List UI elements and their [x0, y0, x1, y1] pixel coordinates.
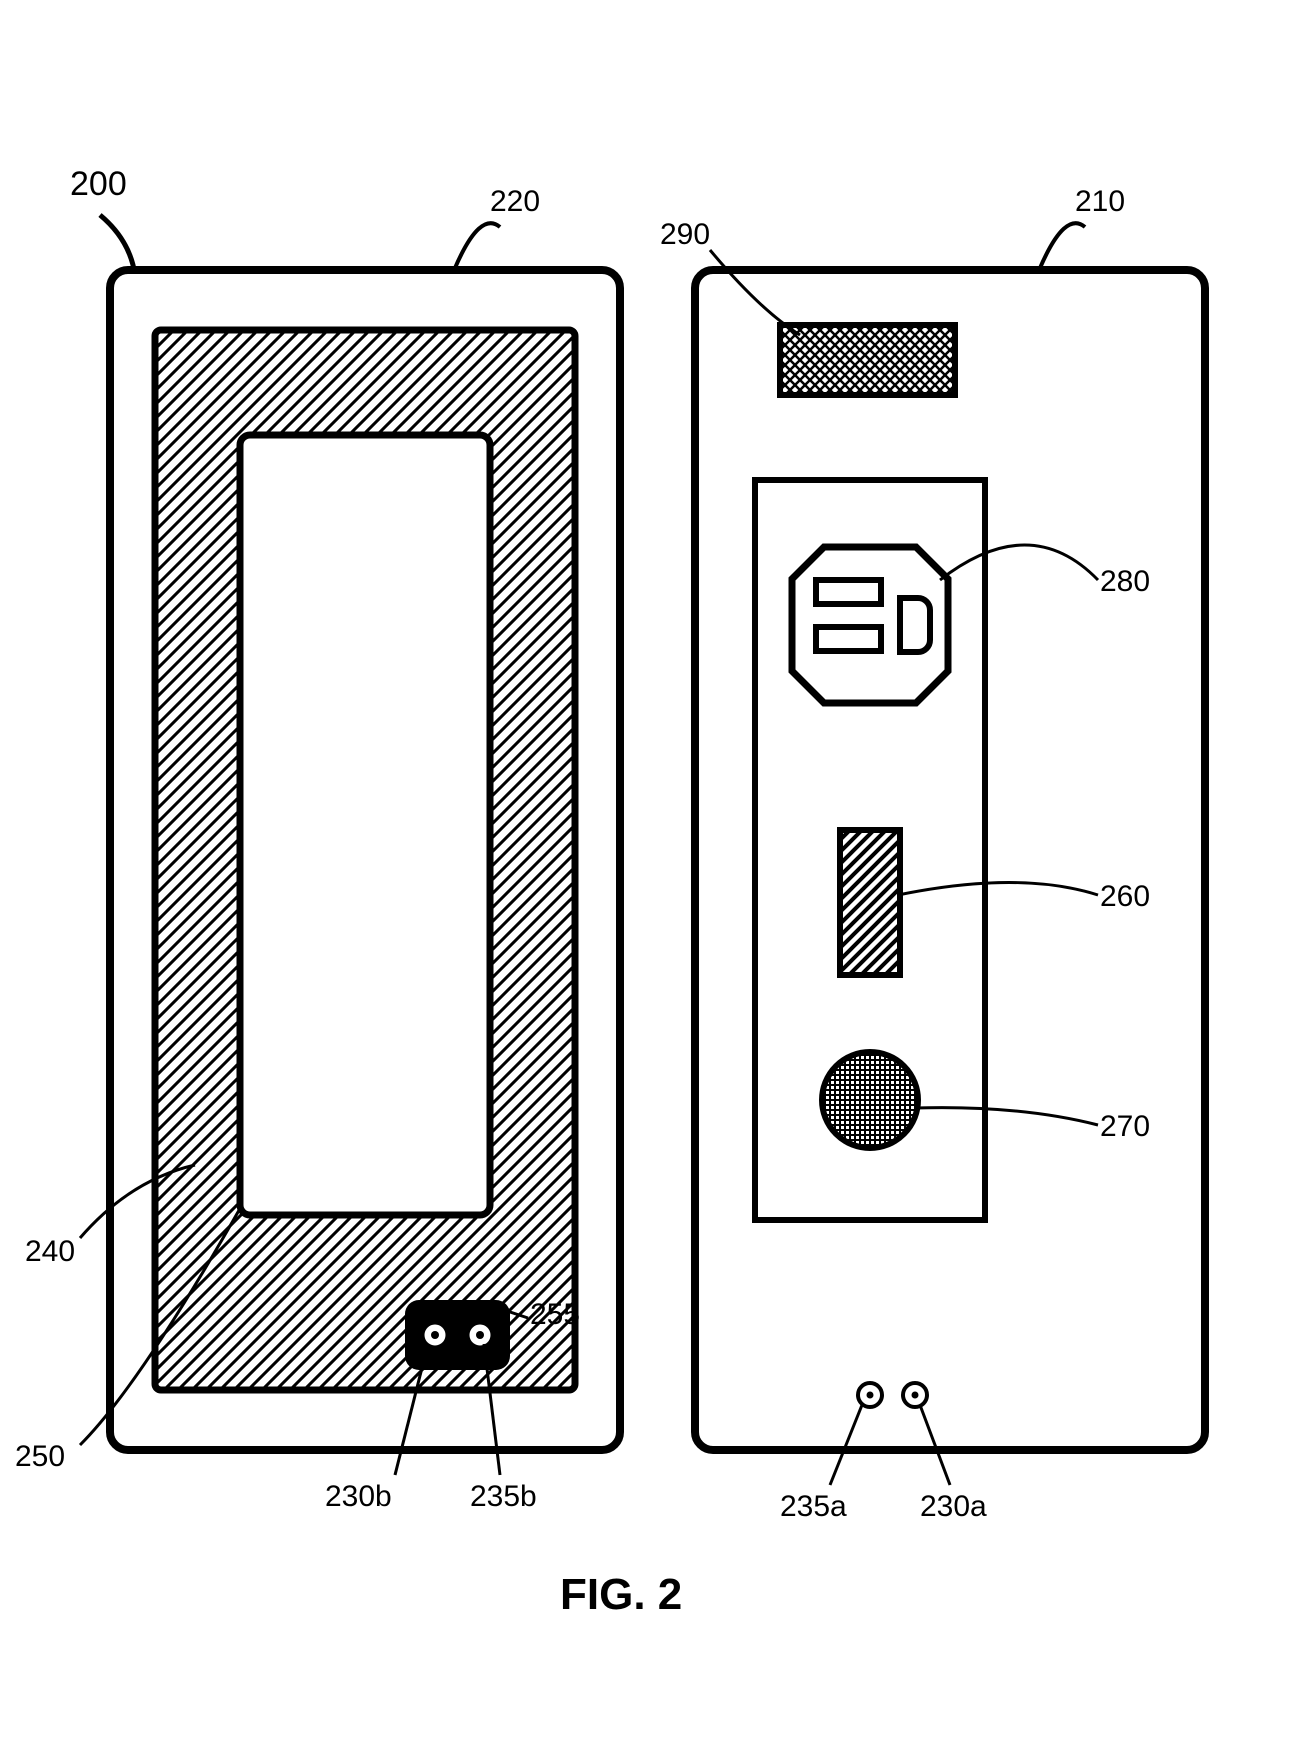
ref-230b: 230b — [325, 1480, 392, 1514]
figure-svg — [0, 0, 1300, 1738]
ref-210: 210 — [1075, 185, 1125, 219]
ref-220: 220 — [490, 185, 540, 219]
ref-250: 250 — [15, 1440, 65, 1474]
ref-240: 240 — [25, 1235, 75, 1269]
ref-260: 260 — [1100, 880, 1150, 914]
panel-220 — [110, 270, 620, 1450]
ref-255: 255 — [530, 1298, 580, 1332]
ref-270: 270 — [1100, 1110, 1150, 1144]
ref-230a: 230a — [920, 1490, 987, 1524]
figure-caption: FIG. 2 — [560, 1570, 682, 1620]
ref-235b: 235b — [470, 1480, 537, 1514]
ref-290: 290 — [660, 218, 710, 252]
ref-235a: 235a — [780, 1490, 847, 1524]
panel-210 — [695, 270, 1205, 1450]
ref-200: 200 — [70, 165, 127, 204]
ref-280: 280 — [1100, 565, 1150, 599]
